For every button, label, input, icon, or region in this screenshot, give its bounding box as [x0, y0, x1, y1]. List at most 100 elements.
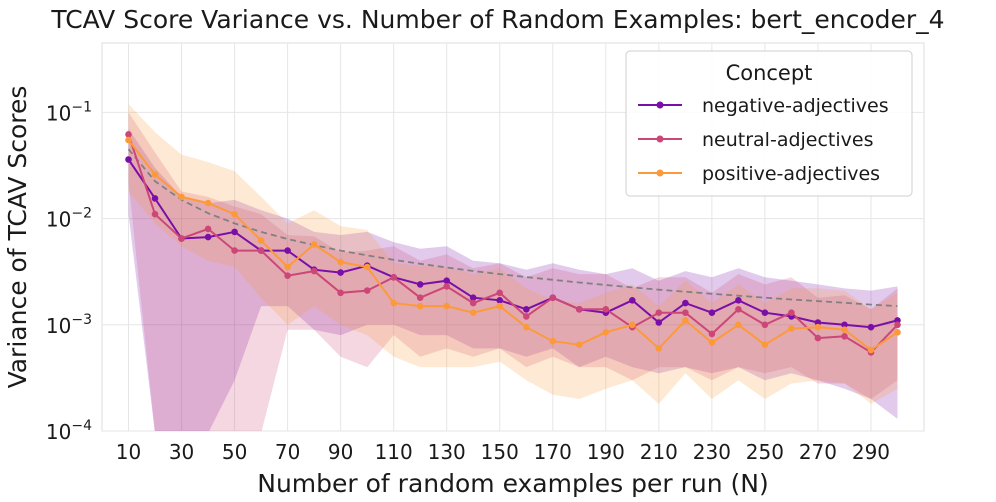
- point-positive-adjectives: [257, 237, 265, 244]
- point-negative-adjectives: [814, 319, 822, 326]
- x-tick-label: 150: [481, 440, 519, 464]
- x-axis-ticks: 10 30 50 70 90 110 130 150 170 190 210 230 250 270 290: [116, 440, 890, 464]
- band-neutral-adjectives: [128, 112, 898, 431]
- point-neutral-adjectives: [337, 289, 344, 297]
- x-axis-label: Number of random examples per run (N): [257, 469, 769, 498]
- legend-items: negative-adjectives neutral-adjectives pos…: [638, 95, 889, 185]
- point-neutral-adjectives: [231, 247, 238, 254]
- legend-label-neutral-adjectives: neutral-adjectives: [702, 129, 874, 151]
- point-positive-adjectives: [178, 193, 185, 201]
- point-neutral-adjectives: [443, 283, 451, 290]
- x-tick-label: 270: [799, 440, 837, 464]
- point-positive-adjectives: [151, 171, 159, 178]
- point-positive-adjectives: [443, 302, 451, 310]
- y-axis-ticks: 10−1 10−2 10−3 10−4: [46, 99, 92, 444]
- point-positive-adjectives: [841, 326, 848, 334]
- point-positive-adjectives: [390, 299, 398, 307]
- point-positive-adjectives: [310, 241, 318, 248]
- chart-title: TCAV Score Variance vs. Number of Random…: [50, 5, 944, 34]
- point-positive-adjectives: [469, 309, 477, 317]
- y-axis-label: Variance of TCAV Scores: [3, 86, 32, 389]
- point-negative-adjectives: [151, 195, 159, 202]
- point-neutral-adjectives: [814, 334, 822, 342]
- x-tick-label: 10: [116, 440, 141, 464]
- point-neutral-adjectives: [363, 287, 371, 294]
- point-positive-adjectives: [523, 323, 530, 331]
- point-neutral-adjectives: [523, 313, 530, 320]
- legend-label-negative-adjectives: negative-adjectives: [702, 95, 889, 117]
- point-positive-adjectives: [655, 345, 663, 352]
- point-neutral-adjectives: [151, 210, 159, 218]
- x-tick-label: 290: [852, 440, 890, 464]
- series-lines: [127, 134, 899, 354]
- x-tick-label: 230: [693, 440, 731, 464]
- y-tick-label: 10−1: [46, 99, 92, 125]
- point-negative-adjectives: [496, 297, 504, 304]
- point-neutral-adjectives: [204, 225, 212, 233]
- point-positive-adjectives: [735, 321, 742, 329]
- series-points: [125, 131, 901, 356]
- point-neutral-adjectives: [390, 274, 398, 281]
- point-negative-adjectives: [284, 247, 291, 254]
- point-negative-adjectives: [231, 228, 238, 236]
- point-negative-adjectives: [469, 294, 477, 302]
- point-positive-adjectives: [363, 263, 371, 271]
- x-tick-label: 110: [375, 440, 413, 464]
- band-negative-adjectives: [128, 128, 898, 431]
- legend-marker-negative-adjectives: [656, 101, 664, 109]
- point-neutral-adjectives: [178, 235, 185, 242]
- point-negative-adjectives: [337, 269, 344, 276]
- point-negative-adjectives: [443, 277, 451, 285]
- point-neutral-adjectives: [125, 131, 132, 138]
- point-positive-adjectives: [337, 258, 344, 266]
- point-positive-adjectives: [416, 302, 424, 310]
- point-neutral-adjectives: [416, 294, 424, 302]
- point-neutral-adjectives: [257, 247, 265, 254]
- x-tick-label: 190: [587, 440, 625, 464]
- x-tick-label: 130: [428, 440, 466, 464]
- point-positive-adjectives: [231, 210, 238, 218]
- point-neutral-adjectives: [682, 309, 689, 317]
- x-tick-label: 250: [746, 440, 784, 464]
- point-negative-adjectives: [125, 156, 132, 163]
- point-neutral-adjectives: [284, 272, 291, 280]
- point-negative-adjectives: [867, 323, 875, 331]
- point-positive-adjectives: [496, 302, 504, 310]
- point-positive-adjectives: [602, 329, 610, 336]
- point-positive-adjectives: [549, 337, 557, 345]
- point-positive-adjectives: [894, 329, 901, 336]
- legend-label-positive-adjectives: positive-adjectives: [702, 163, 880, 185]
- point-neutral-adjectives: [469, 299, 477, 307]
- legend-marker-neutral-adjectives: [656, 135, 664, 143]
- point-positive-adjectives: [814, 323, 822, 331]
- point-neutral-adjectives: [576, 306, 583, 313]
- point-neutral-adjectives: [761, 321, 769, 329]
- point-positive-adjectives: [788, 325, 795, 332]
- point-neutral-adjectives: [735, 306, 742, 313]
- y-tick-label: 10−4: [46, 418, 92, 444]
- point-neutral-adjectives: [496, 289, 504, 297]
- point-neutral-adjectives: [788, 309, 795, 317]
- point-neutral-adjectives: [708, 330, 716, 338]
- line-positive-adjectives: [127, 139, 899, 352]
- point-positive-adjectives: [576, 341, 583, 349]
- x-tick-label: 70: [275, 440, 300, 464]
- point-positive-adjectives: [284, 263, 291, 271]
- point-negative-adjectives: [655, 319, 663, 326]
- x-tick-label: 210: [640, 440, 678, 464]
- x-tick-label: 170: [534, 440, 572, 464]
- point-neutral-adjectives: [841, 333, 848, 340]
- legend-marker-positive-adjectives: [656, 169, 664, 177]
- point-negative-adjectives: [204, 233, 212, 241]
- point-negative-adjectives: [416, 281, 424, 288]
- x-tick-label: 50: [222, 440, 247, 464]
- reference-curve: [127, 148, 898, 307]
- reference-curve-group: [127, 148, 898, 307]
- y-tick-label: 10−2: [46, 206, 92, 232]
- point-negative-adjectives: [682, 299, 689, 307]
- y-tick-label: 10−3: [46, 312, 92, 338]
- legend-title: Concept: [726, 61, 813, 85]
- x-tick-label: 90: [328, 440, 353, 464]
- point-negative-adjectives: [629, 297, 636, 304]
